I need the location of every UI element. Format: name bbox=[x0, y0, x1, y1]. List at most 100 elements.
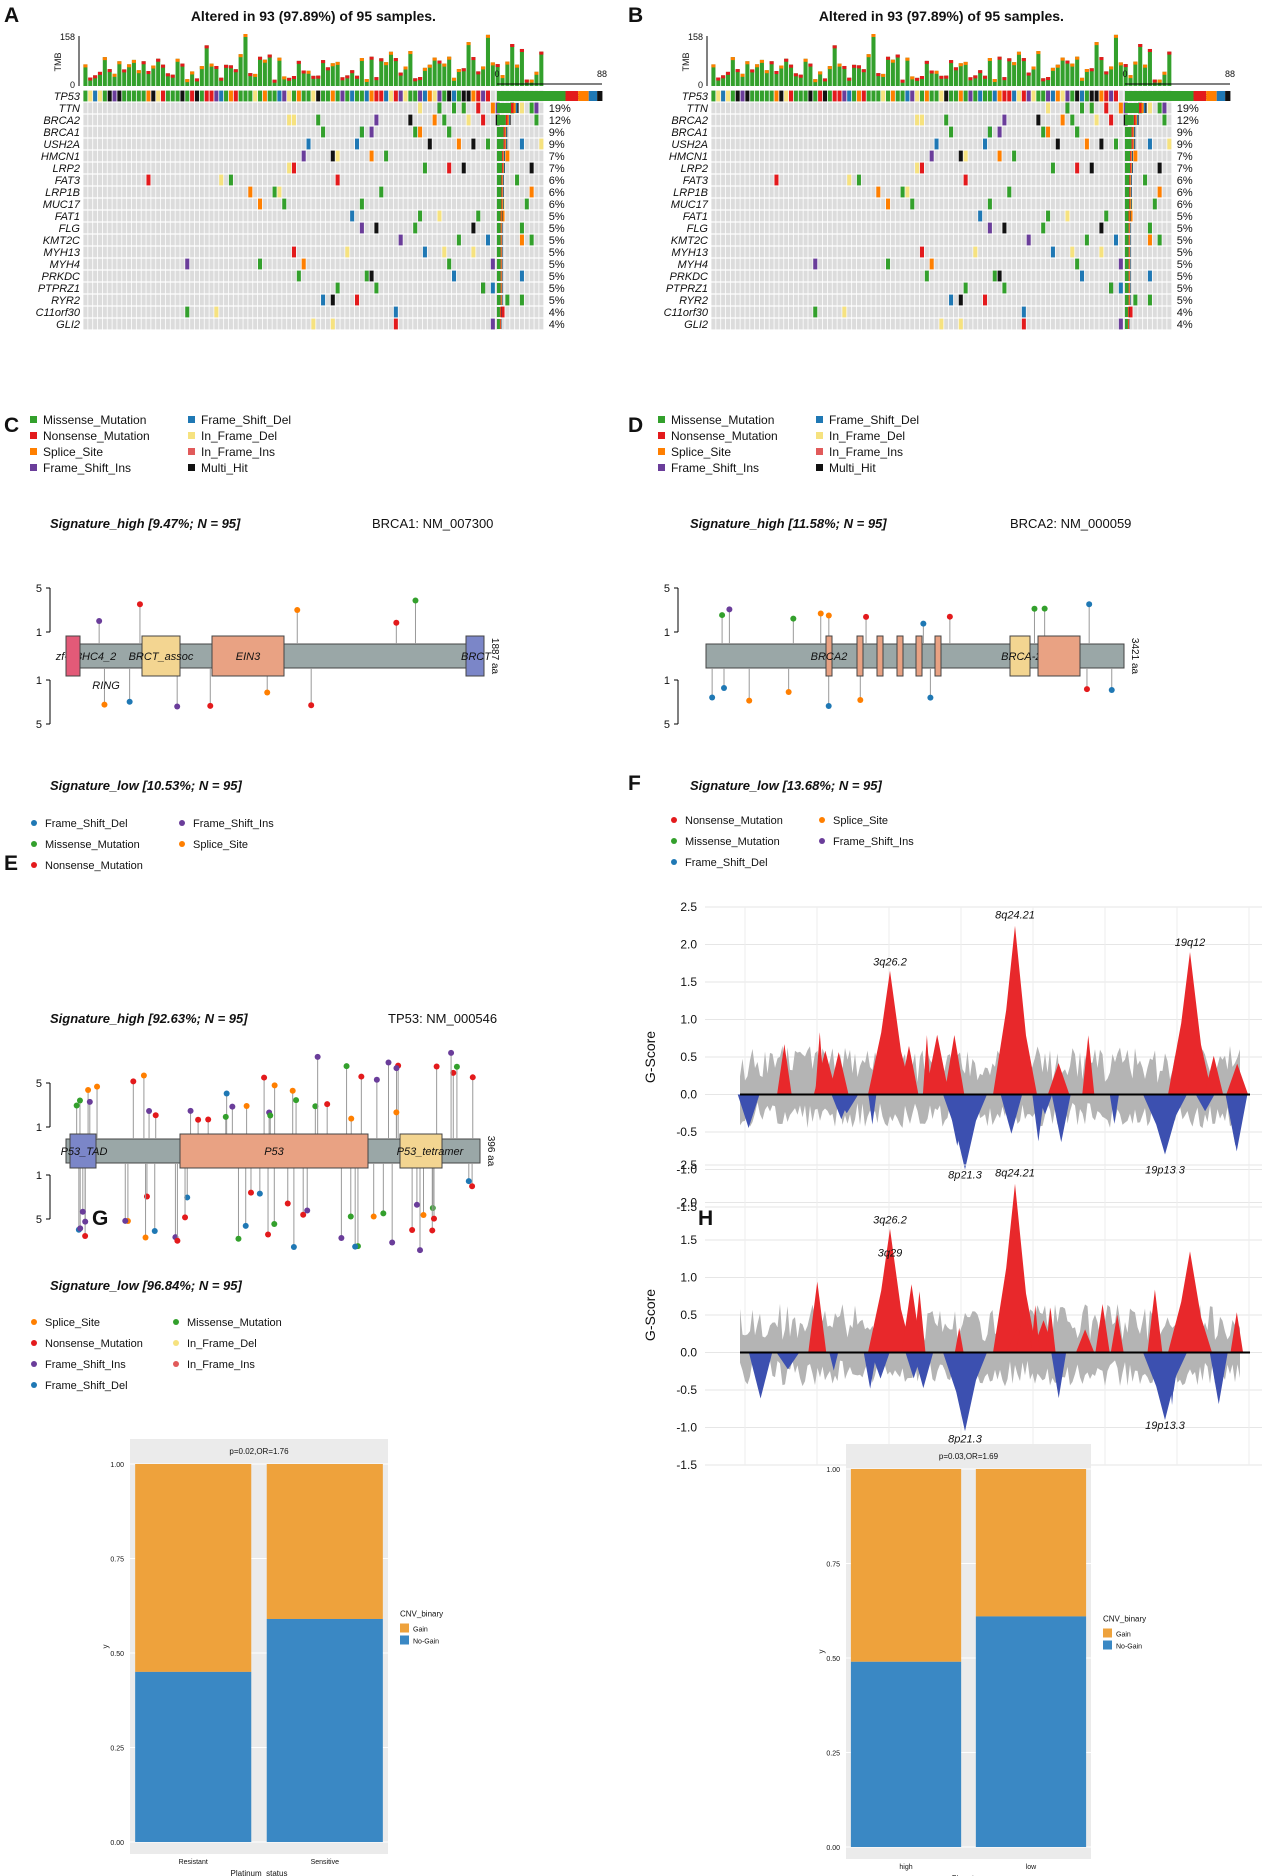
oncoplot-cell bbox=[364, 210, 369, 222]
oncoplot-cell bbox=[321, 210, 326, 222]
oncoplot-cell bbox=[905, 270, 910, 282]
oncoplot-cell bbox=[93, 114, 98, 126]
oncoplot-mutation bbox=[958, 150, 963, 162]
side-bar-nonsense bbox=[503, 139, 505, 149]
oncoplot-cell bbox=[122, 186, 127, 198]
oncoplot-cell bbox=[881, 270, 886, 282]
oncoplot-cell bbox=[359, 282, 364, 294]
oncoplot-cell bbox=[779, 234, 784, 246]
oncoplot-cell bbox=[789, 258, 794, 270]
oncoplot-cell bbox=[180, 174, 185, 186]
oncoplot-cell bbox=[296, 114, 301, 126]
oncoplot-cell bbox=[711, 234, 716, 246]
oncoplot-mutation bbox=[1012, 90, 1017, 102]
oncoplot-cell bbox=[117, 234, 122, 246]
oncoplot-cell bbox=[774, 186, 779, 198]
oncoplot-cell bbox=[1016, 126, 1021, 138]
oncoplot-mutation bbox=[374, 114, 379, 126]
legend-swatch bbox=[30, 464, 37, 471]
oncoplot-cell bbox=[881, 198, 886, 210]
oncoplot-cell bbox=[784, 294, 789, 306]
oncoplot-cell bbox=[1138, 306, 1143, 318]
oncoplot-cell bbox=[1118, 222, 1123, 234]
oncoplot-cell bbox=[515, 246, 520, 258]
oncoplot-cell bbox=[1113, 306, 1118, 318]
oncoplot-mutation bbox=[388, 90, 393, 102]
oncoplot-cell bbox=[1143, 234, 1148, 246]
oncoplot-cell bbox=[112, 198, 117, 210]
oncoplot-cell bbox=[944, 174, 949, 186]
oncoplot-cell bbox=[199, 294, 204, 306]
oncoplot-cell bbox=[983, 174, 988, 186]
oncoplot-mutation bbox=[784, 90, 789, 102]
oncoplot-cell bbox=[881, 246, 886, 258]
oncoplot-cell bbox=[127, 138, 132, 150]
oncoplot-cell bbox=[716, 186, 721, 198]
oncoplot-mutation bbox=[769, 90, 774, 102]
oncoplot-mutation bbox=[233, 90, 238, 102]
oncoplot-cell bbox=[1133, 306, 1138, 318]
oncoplot-mutation bbox=[1021, 90, 1026, 102]
oncoplot-cell bbox=[355, 162, 360, 174]
oncoplot-cell bbox=[267, 126, 272, 138]
oncoplot-cell bbox=[156, 270, 161, 282]
oncoplot-cell bbox=[798, 126, 803, 138]
oncoplot-cell bbox=[813, 210, 818, 222]
oncoplot-cell bbox=[330, 306, 335, 318]
oncoplot-cell bbox=[253, 222, 258, 234]
tmb-bar-cap bbox=[876, 73, 881, 77]
oncoplot-cell bbox=[725, 318, 730, 330]
oncoplot-mutation bbox=[949, 294, 954, 306]
oncoplot-cell bbox=[418, 282, 423, 294]
oncoplot-mutation bbox=[987, 126, 992, 138]
oncoplot-mutation bbox=[432, 90, 437, 102]
oncoplot-cell bbox=[316, 126, 321, 138]
lollipop-head bbox=[264, 689, 271, 696]
oncoplot-cell bbox=[461, 318, 466, 330]
oncoplot-cell bbox=[1016, 270, 1021, 282]
oncoplot-cell bbox=[716, 306, 721, 318]
oncoplot-cell bbox=[1031, 186, 1036, 198]
tmb-bar bbox=[1007, 58, 1012, 86]
oncoplot-cell bbox=[779, 114, 784, 126]
oncoplot-cell bbox=[1133, 234, 1138, 246]
oncoplot-cell bbox=[335, 138, 340, 150]
oncoplot-cell bbox=[422, 198, 427, 210]
oncoplot-cell bbox=[335, 270, 340, 282]
oncoplot-cell bbox=[910, 282, 915, 294]
oncoplot-cell bbox=[759, 150, 764, 162]
oncoplot-cell bbox=[827, 162, 832, 174]
oncoplot-cell bbox=[422, 306, 427, 318]
oncoplot-mutation bbox=[228, 174, 233, 186]
tmb-bar bbox=[1167, 51, 1172, 86]
oncoplot-cell bbox=[784, 270, 789, 282]
oncoplot-cell bbox=[721, 258, 726, 270]
oncoplot-cell bbox=[881, 258, 886, 270]
oncoplot-cell bbox=[466, 234, 471, 246]
tmb-bar bbox=[355, 75, 360, 86]
oncoplot-cell bbox=[146, 126, 151, 138]
oncoplot-mutation bbox=[934, 138, 939, 150]
oncoplot-cell bbox=[461, 294, 466, 306]
oncoplot-cell bbox=[803, 234, 808, 246]
oncoplot-cell bbox=[224, 102, 229, 114]
oncoplot-cell bbox=[127, 174, 132, 186]
oncoplot-cell bbox=[837, 246, 842, 258]
oncoplot-cell bbox=[905, 294, 910, 306]
oncoplot-cell bbox=[992, 126, 997, 138]
oncoplot-cell bbox=[272, 270, 277, 282]
oncoplot-cell bbox=[253, 282, 258, 294]
oncoplot-mutation bbox=[321, 90, 326, 102]
oncoplot-cell bbox=[156, 102, 161, 114]
oncoplot-cell bbox=[253, 162, 258, 174]
oncoplot-cell bbox=[330, 210, 335, 222]
oncoplot-cell bbox=[296, 258, 301, 270]
oncoplot-cell bbox=[711, 162, 716, 174]
oncoplot-cell bbox=[842, 246, 847, 258]
tmb-bar-cap bbox=[248, 73, 253, 77]
oncoplot-cell bbox=[1036, 150, 1041, 162]
oncoplot-cell bbox=[418, 246, 423, 258]
oncoplot-cell bbox=[117, 318, 122, 330]
oncoplot-cell bbox=[886, 294, 891, 306]
oncoplot-cell bbox=[1157, 222, 1162, 234]
